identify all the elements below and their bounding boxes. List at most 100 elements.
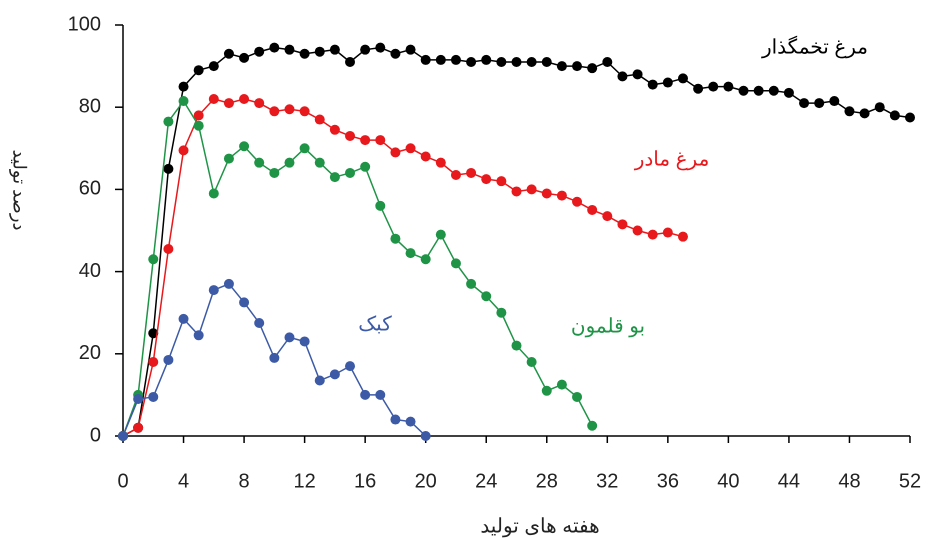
point: [677, 231, 688, 242]
point: [556, 190, 567, 201]
point: [314, 114, 325, 125]
point: [208, 93, 219, 104]
point: [254, 317, 265, 328]
point: [345, 361, 356, 372]
point: [844, 106, 855, 117]
point: [269, 352, 280, 363]
point: [208, 285, 219, 296]
y-tick-label: 60: [79, 178, 101, 200]
point: [178, 313, 189, 324]
point: [284, 104, 295, 115]
point: [632, 225, 643, 236]
point: [572, 196, 583, 207]
point: [223, 153, 234, 164]
x-tick-label: 24: [475, 470, 497, 492]
point: [299, 106, 310, 117]
point: [556, 379, 567, 390]
x-tick-label: 28: [536, 470, 558, 492]
point: [511, 340, 522, 351]
point: [617, 71, 628, 82]
point: [435, 54, 446, 65]
point: [466, 278, 477, 289]
point: [647, 79, 658, 90]
point: [889, 110, 900, 121]
point: [405, 44, 416, 55]
x-tick-label: 48: [838, 470, 860, 492]
point: [178, 81, 189, 92]
point: [345, 56, 356, 67]
x-tick-label: 44: [778, 470, 800, 492]
point: [193, 120, 204, 131]
point: [375, 135, 386, 146]
point: [450, 170, 461, 181]
point: [587, 420, 598, 431]
point: [874, 102, 885, 113]
point: [587, 204, 598, 215]
point: [360, 135, 371, 146]
point: [405, 143, 416, 154]
point: [435, 157, 446, 168]
point: [269, 42, 280, 53]
point: [299, 48, 310, 59]
point: [587, 63, 598, 74]
point: [541, 385, 552, 396]
x-tick-label: 0: [117, 470, 128, 492]
point: [360, 161, 371, 172]
point: [859, 108, 870, 119]
x-tick-label: 20: [415, 470, 437, 492]
point: [163, 354, 174, 365]
point: [193, 330, 204, 341]
point: [541, 56, 552, 67]
series-line: [122, 98, 684, 437]
point: [148, 357, 159, 368]
point: [572, 391, 583, 402]
point: [799, 98, 810, 109]
point: [254, 46, 265, 57]
y-tick-label: 40: [79, 260, 101, 282]
point: [572, 61, 583, 72]
point: [768, 85, 779, 96]
point: [420, 54, 431, 65]
point: [254, 157, 265, 168]
point: [284, 332, 295, 343]
point: [405, 416, 416, 427]
point: [284, 44, 295, 55]
point: [829, 96, 840, 107]
point: [329, 44, 340, 55]
series-label: بو قلمون: [571, 315, 645, 337]
point: [526, 56, 537, 67]
point: [329, 369, 340, 380]
point: [390, 414, 401, 425]
point: [375, 389, 386, 400]
point: [420, 254, 431, 265]
point: [239, 93, 250, 104]
point: [239, 141, 250, 152]
point: [677, 73, 688, 84]
point: [163, 163, 174, 174]
point: [753, 85, 764, 96]
series-label: کبک: [358, 313, 392, 335]
point: [329, 172, 340, 183]
x-tick-label: 8: [239, 470, 250, 492]
point: [239, 297, 250, 308]
x-tick-label: 36: [657, 470, 679, 492]
point: [511, 56, 522, 67]
point: [360, 389, 371, 400]
series-line: [122, 99, 593, 437]
point: [526, 357, 537, 368]
point: [662, 227, 673, 238]
point: [148, 254, 159, 265]
x-tick-label: 40: [717, 470, 739, 492]
x-tick-label: 4: [178, 470, 189, 492]
point: [254, 98, 265, 109]
point: [314, 375, 325, 386]
point: [481, 54, 492, 65]
point: [556, 61, 567, 72]
y-tick-label: 100: [68, 13, 101, 35]
point: [466, 167, 477, 178]
point: [178, 145, 189, 156]
y-axis-label: درصد تولید: [8, 149, 29, 230]
point: [345, 167, 356, 178]
point: [647, 229, 658, 240]
